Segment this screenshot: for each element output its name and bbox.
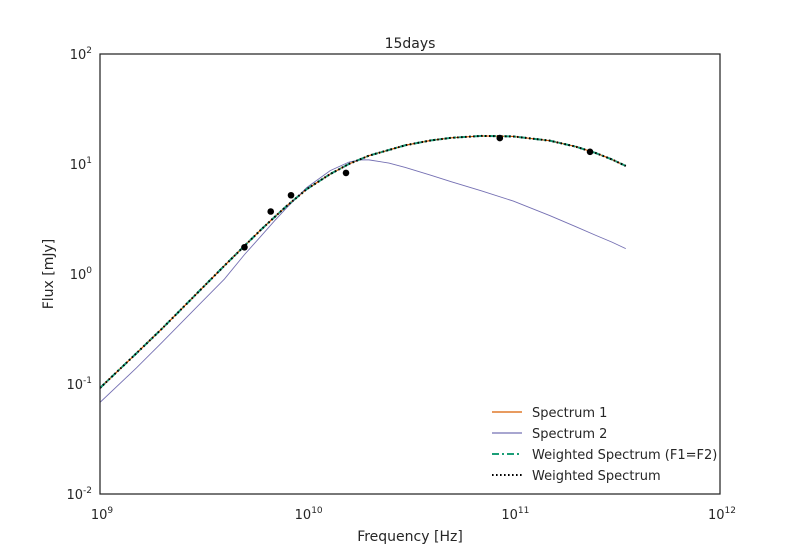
y-tick-labels: 10-2 10-1 100 101 102 xyxy=(66,46,92,503)
x-tick-labels: 109 1010 1011 1012 xyxy=(91,506,736,523)
legend: Spectrum 1 Spectrum 2 Weighted Spectrum (F… xyxy=(492,406,717,484)
data-points xyxy=(241,134,594,251)
data-point xyxy=(496,134,504,142)
x-tick-label: 1011 xyxy=(501,506,529,523)
plot-frame xyxy=(99,53,721,495)
data-point xyxy=(241,243,248,251)
legend-label: Weighted Spectrum xyxy=(532,469,661,484)
y-tick-label: 101 xyxy=(70,156,92,173)
series-line-weighted-spectrum xyxy=(100,134,627,389)
x-tick-label: 109 xyxy=(91,506,114,523)
x-tick-label: 1010 xyxy=(295,506,323,523)
data-point xyxy=(342,169,350,177)
data-point xyxy=(287,191,295,199)
y-tick-label: 100 xyxy=(70,266,93,283)
data-point xyxy=(267,208,275,215)
x-axis-label: Frequency [Hz] xyxy=(357,529,463,545)
chart-title: 15days xyxy=(385,36,436,52)
x-tick-label: 1012 xyxy=(708,506,736,523)
data-point xyxy=(586,148,594,156)
legend-label: Spectrum 2 xyxy=(532,427,607,442)
series-layer xyxy=(100,134,627,403)
legend-label: Weighted Spectrum (F1=F2) xyxy=(532,448,717,463)
y-tick-label: 102 xyxy=(70,46,92,63)
y-axis-label: Flux [mJy] xyxy=(41,239,57,310)
legend-label: Spectrum 1 xyxy=(532,406,607,421)
y-tick-label: 10-1 xyxy=(66,376,92,393)
y-tick-label: 10-2 xyxy=(66,486,92,503)
